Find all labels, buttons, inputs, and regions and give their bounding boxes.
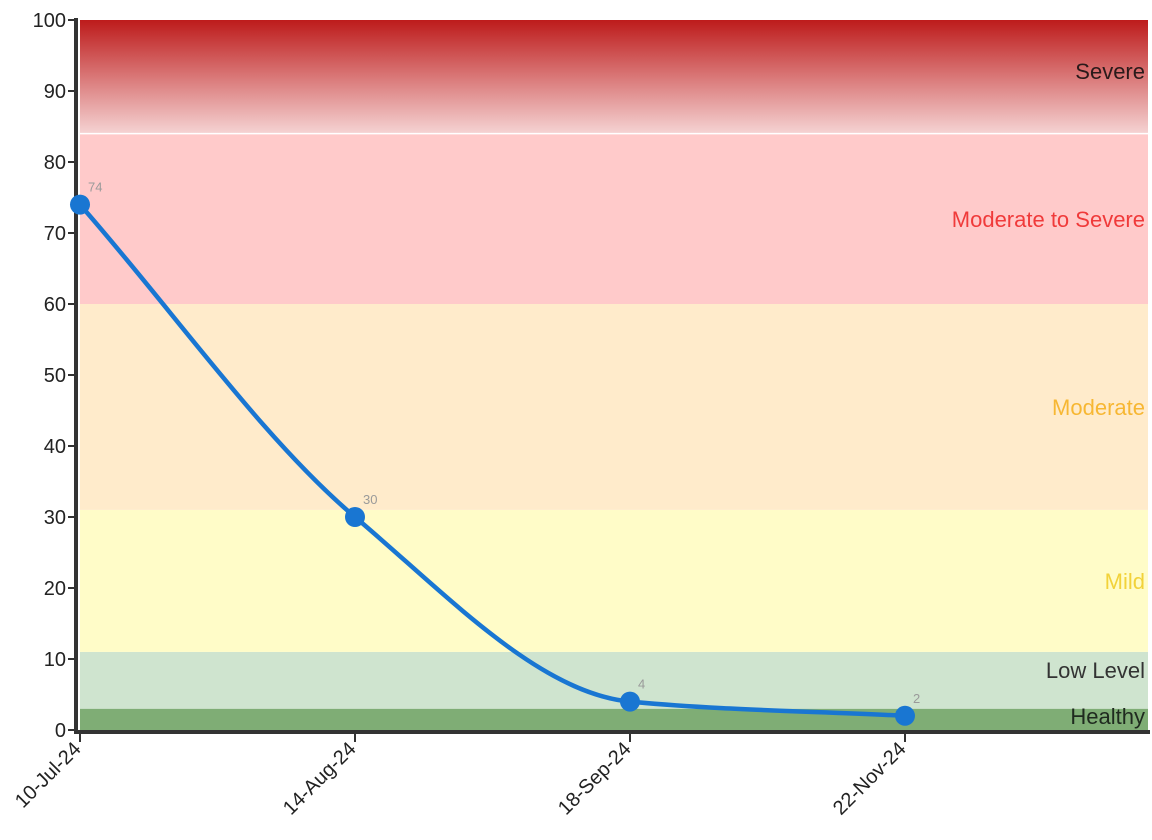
band-label-mild: Mild — [1105, 569, 1145, 594]
x-tick-label-10-jul-24: 10-Jul-24 — [11, 738, 86, 813]
data-point-18-sep-24[interactable] — [620, 691, 640, 712]
data-point-10-jul-24[interactable] — [70, 194, 90, 215]
data-label-22-nov-24: 2 — [913, 691, 920, 706]
data-label-10-jul-24: 74 — [88, 180, 102, 195]
y-tick-label-90: 90 — [44, 81, 66, 103]
band-moderate-to-severe — [80, 133, 1148, 304]
band-label-healthy: Healthy — [1070, 704, 1145, 729]
band-mild — [80, 509, 1148, 652]
band-label-severe: Severe — [1075, 59, 1145, 84]
x-tick-label-14-aug-24: 14-Aug-24 — [279, 738, 361, 820]
y-tick-label-60: 60 — [44, 294, 66, 316]
data-labels: 74 30 4 2 — [88, 180, 920, 706]
data-label-14-aug-24: 30 — [363, 492, 377, 507]
y-tick-label-80: 80 — [44, 152, 66, 174]
band-moderate — [80, 304, 1148, 510]
data-label-18-sep-24: 4 — [638, 677, 645, 692]
y-tick-label-0: 0 — [55, 720, 66, 742]
y-tick-label-20: 20 — [44, 578, 66, 600]
band-label-low-level: Low Level — [1046, 658, 1145, 683]
data-point-14-aug-24[interactable] — [345, 507, 365, 527]
x-tick-label-18-sep-24: 18-Sep-24 — [554, 738, 636, 820]
series-path — [77, 202, 908, 719]
series-line — [77, 202, 908, 719]
severity-bands — [80, 20, 1148, 730]
y-tick-label-10: 10 — [44, 649, 66, 671]
y-tick-label-70: 70 — [44, 223, 66, 245]
y-axis-ticks: 0 10 20 30 40 50 60 70 80 90 100 — [33, 10, 76, 742]
y-tick-label-30: 30 — [44, 507, 66, 529]
x-tick-label-22-nov-24: 22-Nov-24 — [829, 738, 911, 820]
band-severe — [80, 20, 1148, 134]
data-points — [70, 194, 915, 726]
x-axis-ticks: 10-Jul-24 14-Aug-24 18-Sep-24 22-Nov-24 — [11, 734, 911, 820]
data-point-22-nov-24[interactable] — [895, 705, 915, 726]
band-healthy — [80, 708, 1148, 730]
band-label-moderate-to-severe: Moderate to Severe — [952, 207, 1145, 232]
y-tick-label-40: 40 — [44, 436, 66, 458]
band-label-moderate: Moderate — [1052, 395, 1145, 420]
y-tick-label-50: 50 — [44, 365, 66, 387]
y-tick-label-100: 100 — [33, 10, 66, 32]
severity-band-labels: Healthy Low Level Mild Moderate Moderate to … — [952, 59, 1145, 729]
